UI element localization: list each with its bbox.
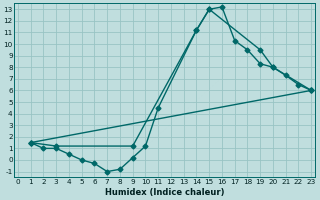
X-axis label: Humidex (Indice chaleur): Humidex (Indice chaleur) — [105, 188, 224, 197]
